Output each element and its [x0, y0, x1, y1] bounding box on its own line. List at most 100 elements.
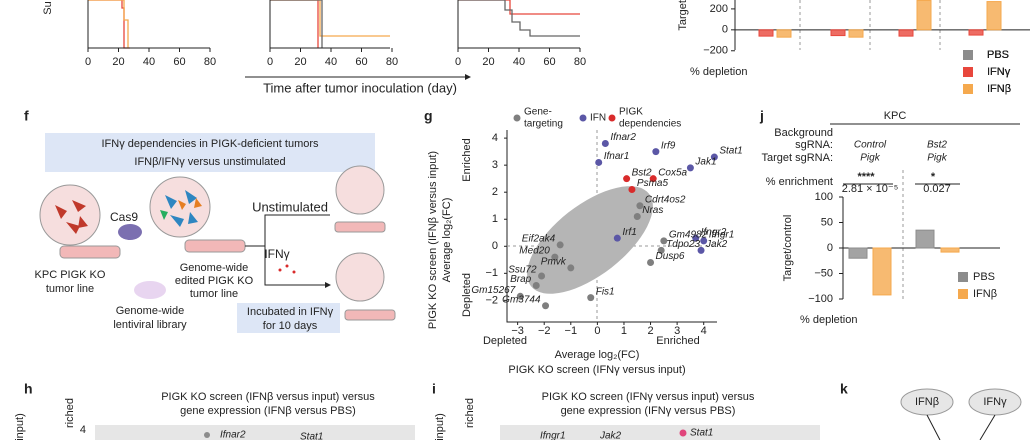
point	[679, 429, 687, 437]
tick-label: 60	[355, 56, 367, 68]
survival-curves	[88, 0, 580, 49]
axis-title: Average log₂(FC)	[555, 349, 640, 361]
legend-label: Gene-	[524, 107, 552, 118]
tick-label: 3	[492, 159, 498, 171]
point-label: Eif2ak4	[522, 234, 556, 245]
legend-label: IFNγ	[987, 66, 1011, 78]
legend-swatch	[963, 50, 973, 60]
axis-footer: % depletion	[690, 66, 748, 78]
panel-label: i	[432, 381, 436, 397]
point-label: Brap	[510, 274, 532, 285]
label: Depleted	[483, 335, 527, 347]
label: Stat1	[300, 432, 323, 440]
legend-dot	[608, 114, 616, 122]
legend-label: PBS	[987, 49, 1009, 61]
bar	[830, 29, 846, 37]
label: Stat1	[690, 428, 713, 439]
diagram	[39, 165, 396, 321]
point	[567, 264, 575, 272]
axis-title: PIGK KO screen (IFNβ versus input)	[427, 151, 439, 329]
legend-label: IFNβ	[987, 83, 1011, 95]
point	[204, 432, 210, 438]
point	[556, 241, 564, 249]
legend-label: PIGK	[619, 107, 643, 118]
label: ****	[857, 171, 875, 183]
axis-title: Target/control	[782, 215, 794, 282]
point-cloud	[527, 186, 653, 294]
point	[647, 259, 655, 267]
point	[628, 185, 636, 193]
label: Bst2	[927, 140, 947, 151]
point-label: Tdpo23	[666, 239, 700, 250]
tick-label: 80	[574, 56, 586, 68]
edge	[926, 414, 996, 440]
tick-label: 200	[710, 3, 728, 15]
axis-title: Average log₂(FC)	[441, 198, 453, 283]
label: PIGK KO screen (IFNγ versus input) versu…	[542, 391, 755, 403]
legend-swatch	[958, 289, 968, 299]
tick-label: 20	[112, 56, 124, 68]
label: Genome-wide	[180, 262, 248, 274]
axis-title: Su	[42, 1, 54, 14]
label: gene expression (IFNβ versus PBS)	[180, 405, 356, 417]
legend-label: IFN	[590, 113, 606, 124]
label: 0.027	[923, 183, 951, 195]
point-label: Fis1	[596, 286, 615, 297]
legend-label: IFNγ	[987, 66, 1011, 78]
point	[657, 246, 665, 254]
legend-label: PBS	[973, 271, 995, 283]
point-label: Bst2	[632, 167, 652, 178]
label: tumor line	[46, 283, 94, 295]
bar	[915, 229, 935, 249]
label: Depleted	[461, 273, 473, 317]
legend-label: IFNβ	[987, 83, 1011, 95]
tick-label: 20	[482, 56, 494, 68]
tick-label: 0	[722, 24, 728, 36]
tick-label: 60	[543, 56, 555, 68]
legend-label: PBS	[987, 49, 1009, 61]
point	[551, 253, 559, 261]
label: Ifnar2	[220, 430, 246, 440]
label: input)	[434, 413, 446, 440]
point-label: Ifngr2	[701, 227, 727, 238]
point-label: Ssu72	[508, 265, 537, 276]
label: Target sgRNA:	[761, 152, 833, 164]
tick-label: −2	[538, 325, 551, 337]
label: Enriched	[656, 335, 699, 347]
label: IFNγ	[264, 247, 289, 261]
bar	[940, 247, 960, 253]
bar	[758, 29, 774, 37]
bar	[848, 247, 868, 259]
label: Pigk	[927, 153, 947, 164]
legend-label: targeting	[524, 119, 563, 130]
label: *	[931, 171, 936, 183]
point	[710, 153, 718, 161]
label: riched	[464, 398, 476, 428]
bar	[916, 0, 932, 31]
point-label: Med20	[519, 246, 550, 257]
point-label: Ifngr1	[709, 230, 735, 241]
legend-swatch	[958, 272, 968, 282]
tick-label: 100	[815, 191, 833, 203]
point	[700, 237, 708, 245]
label: Jak2	[599, 431, 622, 440]
bar	[776, 29, 792, 38]
label: gene expression (IFNγ versus PBS)	[561, 405, 736, 417]
tick-label: 0	[492, 240, 498, 252]
panel-label: h	[24, 381, 33, 397]
tick-label: −50	[814, 267, 833, 279]
label: input)	[14, 413, 26, 440]
point-label: Jak1	[694, 156, 716, 167]
label: for 10 days	[263, 320, 318, 332]
panel-label: j	[759, 108, 764, 124]
tick-label: 3	[674, 325, 680, 337]
point-label: Gm3744	[502, 294, 541, 305]
point	[595, 158, 603, 166]
point-label: Cdrt4os2	[645, 194, 686, 205]
legend-label: PBS	[987, 49, 1009, 61]
tick-label: 1	[621, 325, 627, 337]
point-label: Psma5	[637, 178, 669, 189]
tick-label: 0	[827, 242, 833, 254]
label: PIGK KO screen (IFNβ versus input) versu…	[161, 391, 375, 403]
